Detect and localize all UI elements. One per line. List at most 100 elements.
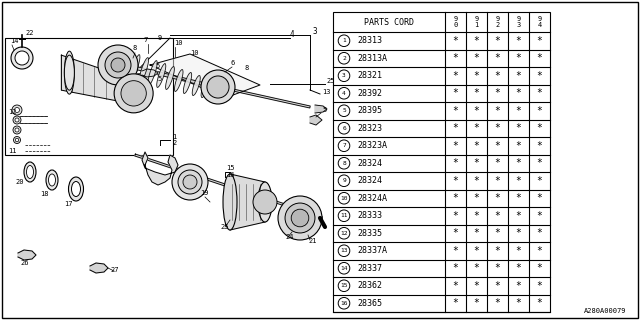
Text: *: * bbox=[452, 228, 458, 238]
Text: 4: 4 bbox=[342, 91, 346, 96]
Circle shape bbox=[338, 105, 350, 116]
Text: 5: 5 bbox=[155, 63, 159, 69]
Text: 21: 21 bbox=[308, 238, 317, 244]
Text: 24: 24 bbox=[285, 234, 294, 240]
Polygon shape bbox=[142, 152, 178, 185]
Text: 28395: 28395 bbox=[357, 106, 382, 115]
Ellipse shape bbox=[258, 182, 272, 222]
Text: *: * bbox=[495, 88, 500, 98]
Text: *: * bbox=[495, 141, 500, 151]
Text: 8: 8 bbox=[132, 45, 136, 51]
Circle shape bbox=[121, 81, 147, 106]
Text: *: * bbox=[474, 141, 479, 151]
Text: 28313A: 28313A bbox=[357, 54, 387, 63]
Text: *: * bbox=[474, 298, 479, 308]
Text: *: * bbox=[474, 228, 479, 238]
Circle shape bbox=[338, 210, 350, 221]
Text: *: * bbox=[536, 53, 543, 63]
Polygon shape bbox=[315, 105, 327, 113]
Text: 19: 19 bbox=[200, 190, 209, 196]
Ellipse shape bbox=[49, 174, 56, 186]
Text: 9
3: 9 3 bbox=[516, 16, 520, 28]
Text: 14: 14 bbox=[10, 38, 19, 44]
Text: 6: 6 bbox=[342, 126, 346, 131]
Ellipse shape bbox=[68, 177, 83, 201]
Polygon shape bbox=[233, 89, 310, 108]
Text: 28392: 28392 bbox=[357, 89, 382, 98]
Text: 14: 14 bbox=[340, 266, 348, 271]
Circle shape bbox=[201, 70, 235, 104]
Text: *: * bbox=[536, 123, 543, 133]
Text: 17: 17 bbox=[64, 201, 72, 207]
Circle shape bbox=[114, 74, 153, 113]
Text: *: * bbox=[516, 263, 522, 273]
Polygon shape bbox=[136, 67, 204, 85]
Text: 28321: 28321 bbox=[357, 71, 382, 80]
Text: *: * bbox=[452, 298, 458, 308]
Circle shape bbox=[15, 138, 19, 142]
Text: 8: 8 bbox=[244, 65, 248, 71]
Text: 26: 26 bbox=[20, 260, 29, 266]
Text: *: * bbox=[452, 106, 458, 116]
Text: *: * bbox=[474, 88, 479, 98]
Circle shape bbox=[291, 209, 309, 227]
Text: *: * bbox=[474, 281, 479, 291]
Circle shape bbox=[98, 45, 138, 85]
Circle shape bbox=[338, 140, 350, 152]
Text: 2: 2 bbox=[342, 56, 346, 61]
Text: 12: 12 bbox=[340, 231, 348, 236]
Text: *: * bbox=[452, 141, 458, 151]
Text: 12: 12 bbox=[8, 109, 17, 115]
Text: *: * bbox=[474, 211, 479, 221]
Ellipse shape bbox=[139, 58, 148, 84]
Text: *: * bbox=[495, 158, 500, 168]
Circle shape bbox=[253, 190, 277, 214]
Circle shape bbox=[178, 170, 202, 194]
Text: *: * bbox=[516, 193, 522, 203]
Circle shape bbox=[11, 47, 33, 69]
Text: 1: 1 bbox=[172, 134, 176, 140]
Text: *: * bbox=[452, 71, 458, 81]
Text: 11: 11 bbox=[340, 213, 348, 218]
Circle shape bbox=[15, 51, 29, 65]
Text: *: * bbox=[452, 263, 458, 273]
Text: 9: 9 bbox=[342, 178, 346, 183]
Text: *: * bbox=[474, 263, 479, 273]
Text: *: * bbox=[536, 246, 543, 256]
Text: *: * bbox=[474, 36, 479, 46]
Circle shape bbox=[338, 298, 350, 309]
Circle shape bbox=[338, 245, 350, 257]
Text: *: * bbox=[495, 36, 500, 46]
Circle shape bbox=[338, 35, 350, 46]
Text: *: * bbox=[536, 176, 543, 186]
Text: *: * bbox=[452, 193, 458, 203]
Text: 20: 20 bbox=[15, 179, 24, 185]
Text: 27: 27 bbox=[110, 267, 118, 273]
Circle shape bbox=[338, 70, 350, 82]
Text: *: * bbox=[495, 228, 500, 238]
Text: *: * bbox=[516, 281, 522, 291]
Circle shape bbox=[338, 262, 350, 274]
Text: 28324: 28324 bbox=[357, 176, 382, 185]
Text: 13: 13 bbox=[322, 89, 330, 95]
Ellipse shape bbox=[148, 60, 157, 85]
Text: *: * bbox=[495, 106, 500, 116]
Ellipse shape bbox=[46, 170, 58, 190]
Ellipse shape bbox=[72, 181, 81, 196]
Text: *: * bbox=[536, 88, 543, 98]
Ellipse shape bbox=[26, 165, 33, 179]
Circle shape bbox=[338, 280, 350, 292]
Polygon shape bbox=[18, 250, 36, 260]
Text: 3: 3 bbox=[312, 27, 317, 36]
Text: 16: 16 bbox=[226, 172, 234, 178]
Text: 10: 10 bbox=[190, 50, 198, 56]
Text: *: * bbox=[495, 123, 500, 133]
Circle shape bbox=[13, 137, 20, 143]
Text: *: * bbox=[536, 228, 543, 238]
Text: 15: 15 bbox=[340, 283, 348, 288]
Circle shape bbox=[338, 123, 350, 134]
Text: *: * bbox=[516, 246, 522, 256]
Text: *: * bbox=[495, 263, 500, 273]
Text: 18: 18 bbox=[40, 191, 49, 197]
Bar bbox=[333, 12, 550, 312]
